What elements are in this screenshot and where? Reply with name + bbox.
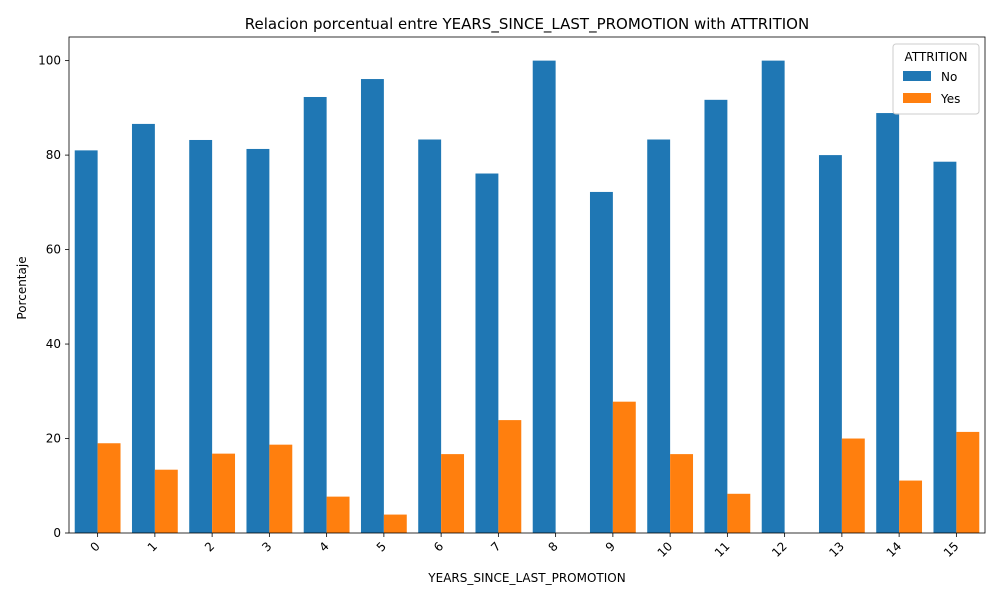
bar-no-3 bbox=[246, 148, 270, 533]
x-tick-label: 8 bbox=[545, 539, 560, 554]
axes-frame bbox=[68, 36, 986, 534]
bar-yes-4 bbox=[326, 496, 350, 533]
bar-no-14 bbox=[876, 113, 900, 533]
x-tick-label: 5 bbox=[374, 539, 389, 554]
bar-no-7 bbox=[475, 173, 499, 533]
legend-title: ATTRITION bbox=[905, 50, 968, 64]
bar-no-10 bbox=[647, 139, 671, 534]
bar-no-15 bbox=[933, 161, 957, 534]
bar-yes-10 bbox=[670, 454, 694, 533]
legend-label-no: No bbox=[941, 70, 957, 84]
x-tick-label: 9 bbox=[603, 539, 618, 554]
bar-yes-7 bbox=[498, 420, 522, 533]
y-tick-label: 80 bbox=[46, 148, 61, 162]
bar-no-11 bbox=[704, 99, 728, 534]
y-tick-label: 0 bbox=[53, 526, 61, 540]
bar-yes-0 bbox=[97, 443, 121, 533]
x-tick-label: 7 bbox=[488, 539, 503, 554]
bar-no-2 bbox=[189, 139, 213, 533]
x-tick-label: 4 bbox=[316, 539, 331, 554]
x-tick-label: 10 bbox=[655, 539, 676, 560]
legend-label-yes: Yes bbox=[940, 92, 960, 106]
bar-yes-2 bbox=[212, 453, 236, 533]
bar-yes-6 bbox=[441, 454, 465, 533]
bar-yes-5 bbox=[383, 514, 407, 533]
chart-title: Relacion porcentual entre YEARS_SINCE_LA… bbox=[245, 15, 809, 34]
x-tick-label: 1 bbox=[145, 539, 160, 554]
y-tick-label: 100 bbox=[38, 54, 61, 68]
bar-no-12 bbox=[761, 60, 785, 533]
bar-yes-9 bbox=[612, 401, 636, 533]
x-tick-label: 11 bbox=[712, 539, 733, 560]
bar-no-5 bbox=[360, 79, 384, 534]
y-tick-label: 20 bbox=[46, 432, 61, 446]
legend: ATTRITION No Yes bbox=[892, 43, 980, 115]
bar-no-6 bbox=[418, 139, 442, 534]
y-axis-label: Porcentaje bbox=[15, 256, 29, 319]
x-tick-label: 13 bbox=[826, 539, 847, 560]
legend-swatch-yes bbox=[903, 93, 931, 103]
x-axis-label: YEARS_SINCE_LAST_PROMOTION bbox=[427, 571, 625, 585]
bar-yes-13 bbox=[841, 438, 865, 533]
x-tick-label: 15 bbox=[941, 539, 962, 560]
bar-yes-3 bbox=[269, 444, 293, 533]
y-tick-label: 60 bbox=[46, 243, 61, 257]
bar-no-0 bbox=[74, 150, 98, 533]
x-tick-label: 2 bbox=[202, 539, 217, 554]
x-tick-label: 12 bbox=[769, 539, 790, 560]
y-tick-label: 40 bbox=[46, 337, 61, 351]
x-tick-label: 3 bbox=[259, 539, 274, 554]
bar-no-1 bbox=[131, 123, 155, 534]
bar-no-4 bbox=[303, 96, 327, 534]
x-tick-label: 6 bbox=[431, 539, 446, 554]
bar-yes-11 bbox=[727, 493, 751, 533]
bar-yes-1 bbox=[154, 469, 178, 533]
bar-no-13 bbox=[818, 155, 842, 533]
bar-yes-15 bbox=[956, 431, 980, 533]
x-tick-label: 14 bbox=[884, 539, 905, 560]
legend-swatch-no bbox=[903, 71, 931, 81]
x-tick-label: 0 bbox=[87, 539, 102, 554]
bar-no-8 bbox=[532, 60, 556, 533]
bar-yes-14 bbox=[899, 480, 923, 533]
bar-no-9 bbox=[589, 191, 613, 533]
